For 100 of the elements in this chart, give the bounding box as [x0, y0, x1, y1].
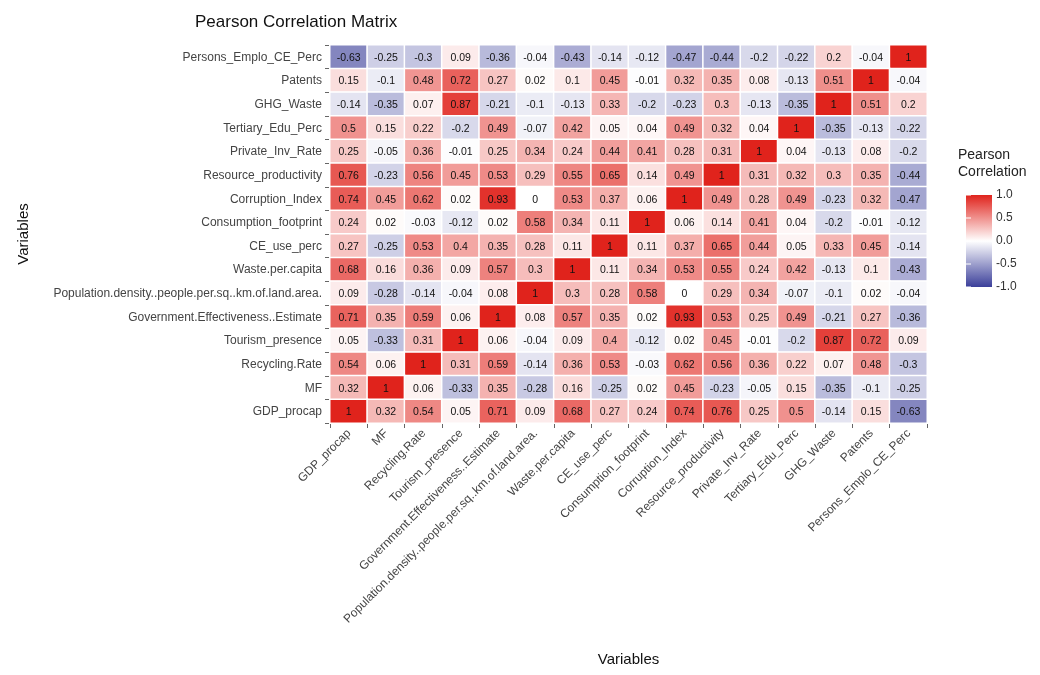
- data-label: 0.49: [711, 192, 733, 205]
- data-label: 0.57: [487, 263, 509, 276]
- data-label: -0.01: [747, 334, 772, 347]
- data-label: -0.2: [899, 145, 918, 158]
- data-label: 0.09: [525, 405, 546, 418]
- data-label: 1: [644, 216, 651, 229]
- data-label: -0.35: [821, 121, 846, 134]
- data-label: 0.34: [748, 287, 770, 300]
- data-label: -0.04: [523, 50, 548, 63]
- data-label: 0.22: [786, 357, 807, 370]
- data-label: 0.27: [599, 405, 621, 418]
- color-bar-label: -0.5: [996, 256, 1017, 270]
- data-label: -0.04: [896, 287, 921, 300]
- data-label: 0.11: [600, 216, 620, 229]
- data-label: 0.35: [487, 239, 509, 252]
- color-bar-label: 1.0: [996, 187, 1014, 201]
- data-label: 0.25: [487, 145, 509, 158]
- data-label: 0.32: [860, 192, 882, 205]
- data-label: -0.04: [448, 287, 473, 300]
- data-label: 0.42: [562, 121, 583, 134]
- data-label: 1: [681, 192, 688, 205]
- data-label: 0.51: [823, 74, 845, 87]
- data-label: -0.35: [374, 98, 399, 111]
- data-label: 0.53: [413, 239, 434, 252]
- data-label: 0.08: [748, 74, 770, 87]
- data-label: -0.13: [747, 98, 772, 111]
- data-label: 1: [756, 145, 763, 158]
- data-label: -0.44: [709, 50, 734, 63]
- data-label: 0.08: [487, 287, 509, 300]
- data-label: 0.57: [562, 310, 583, 323]
- data-label: -0.23: [672, 98, 697, 111]
- data-label: 0.11: [562, 239, 583, 252]
- data-label: 0.41: [748, 216, 770, 229]
- data-label: 0.45: [599, 74, 621, 87]
- data-label: 0.14: [711, 216, 733, 229]
- data-label: 0.34: [636, 263, 658, 276]
- data-label: 0.15: [375, 121, 397, 134]
- data-label: -0.3: [899, 357, 918, 370]
- data-label: -0.25: [597, 381, 622, 394]
- data-label: -0.1: [861, 381, 881, 394]
- data-label: 0.16: [562, 381, 583, 394]
- data-label: -0.07: [784, 287, 809, 300]
- data-label: 0.06: [375, 357, 397, 370]
- data-label: 0.49: [674, 168, 695, 181]
- data-label: -0.23: [709, 381, 734, 394]
- data-label: 0.72: [860, 334, 882, 347]
- data-label: -0.14: [523, 357, 548, 370]
- data-label: 0.02: [674, 334, 695, 347]
- data-label: 0.3: [826, 168, 842, 181]
- data-label: 0.45: [674, 381, 695, 394]
- data-label: 0.07: [413, 98, 434, 111]
- data-label: 0.45: [860, 239, 882, 252]
- data-label: -0.1: [376, 74, 396, 87]
- data-label: 0.31: [711, 145, 733, 158]
- data-label: -0.2: [638, 98, 657, 111]
- data-label: 1: [420, 357, 427, 370]
- data-label: 0.06: [450, 310, 471, 323]
- y-tick-label: Patents: [281, 73, 322, 88]
- data-label: -0.23: [821, 192, 846, 205]
- data-label: -0.14: [597, 50, 622, 63]
- data-label: 0.41: [636, 145, 658, 158]
- data-label: -0.36: [896, 310, 921, 323]
- data-label: -0.25: [374, 50, 399, 63]
- data-label: 1: [606, 239, 613, 252]
- data-label: 0.32: [338, 381, 360, 394]
- data-label: 0.58: [525, 216, 546, 229]
- data-label: -0.13: [821, 263, 846, 276]
- data-label: 0.71: [487, 405, 509, 418]
- data-label: 0.28: [748, 192, 770, 205]
- data-label: 0.35: [599, 310, 621, 323]
- data-label: 0.08: [860, 145, 882, 158]
- data-label: 0.74: [338, 192, 360, 205]
- y-tick-label: Private_Inv_Rate: [229, 144, 323, 159]
- data-label: 0.05: [599, 121, 621, 134]
- data-label: 0.44: [748, 239, 770, 252]
- data-label: 0.16: [375, 263, 397, 276]
- data-label: 0.24: [748, 263, 770, 276]
- data-label: 0.55: [711, 263, 733, 276]
- data-label: -0.43: [896, 263, 921, 276]
- data-label: -0.47: [896, 192, 921, 205]
- data-label: -0.12: [448, 216, 473, 229]
- data-label: 0.56: [711, 357, 733, 370]
- data-label: 0.59: [487, 357, 509, 370]
- data-label: 0.54: [338, 357, 360, 370]
- data-label: 0.09: [562, 334, 583, 347]
- data-label: 0.48: [860, 357, 882, 370]
- data-label: 0.3: [527, 263, 543, 276]
- data-label: 0.2: [826, 50, 842, 63]
- data-label: -0.03: [635, 357, 660, 370]
- data-label: 0.48: [413, 74, 434, 87]
- data-label: -0.2: [750, 50, 769, 63]
- data-label: 0: [532, 192, 539, 205]
- color-bar-label: 0.5: [996, 210, 1014, 224]
- data-label: -0.28: [374, 287, 399, 300]
- data-label: 0.56: [413, 168, 434, 181]
- data-label: 1: [494, 310, 501, 323]
- data-label: 0.32: [786, 168, 807, 181]
- data-label: 1: [569, 263, 576, 276]
- data-label: -0.13: [784, 74, 809, 87]
- data-label: 0.76: [338, 168, 360, 181]
